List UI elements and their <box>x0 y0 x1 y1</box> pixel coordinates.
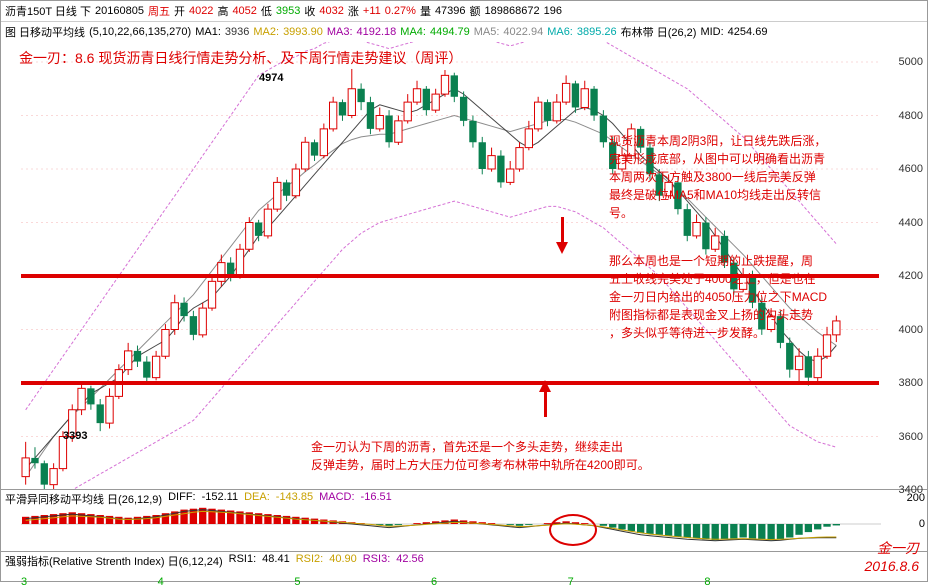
sig-name: 金一刃 <box>865 539 920 557</box>
ma1: 3936 <box>225 26 249 38</box>
close-val: 4032 <box>319 5 343 17</box>
rsi2: 40.90 <box>329 553 357 569</box>
chg-pct: 0.27% <box>385 5 416 17</box>
ma5: 4022.94 <box>503 26 543 38</box>
rsi-panel[interactable]: 强弱指标(Relative Strenth Index) 日(6,12,24) … <box>1 552 927 588</box>
ma3: 4192.18 <box>357 26 397 38</box>
y-axis: 340036003800400042004400460048005000 <box>885 42 925 489</box>
signature: 金一刃 2016.8.6 <box>865 539 920 575</box>
rsi-header: 强弱指标(Relative Strenth Index) 日(6,12,24) … <box>1 552 927 570</box>
macd-y200: 200 <box>907 492 925 504</box>
ma6: 3895.26 <box>577 26 617 38</box>
ma4: 4494.79 <box>430 26 470 38</box>
peak-label: 4974 <box>259 72 283 84</box>
commentary-2: 那么本周也是一个短期的止跌提醒，周 五上收线完美处于4000之上，但是也在 金一… <box>609 252 827 342</box>
commentary-title: 金一刃：8.6 现货沥青日线行情走势分析、及下周行情走势建议（周评） <box>19 48 462 68</box>
rsi1: 48.41 <box>262 553 290 569</box>
ma2: 3993.90 <box>283 26 323 38</box>
sig-date: 2016.8.6 <box>865 557 920 575</box>
chart-header: 沥青150T 日线 下 20160805 周五 开4022 高4052 低395… <box>1 1 927 22</box>
boll-mid: 4254.69 <box>728 26 768 38</box>
main-chart[interactable]: 340036003800400042004400460048005000 金一刃… <box>1 42 927 490</box>
arrow-up-icon <box>539 380 551 392</box>
arrow-down-icon <box>556 242 568 254</box>
date: 20160805 <box>95 5 144 17</box>
resistance-3800 <box>21 381 879 385</box>
weekday: 周五 <box>148 3 170 19</box>
commentary-3: 金一刃认为下周的沥青，首先还是一个多头走势，继续走出 反弹走势，届时上方大压力位… <box>311 438 650 474</box>
month-axis: 345678 <box>1 576 881 588</box>
amt-val: 189868672 <box>485 5 540 17</box>
macd-panel[interactable]: 平滑异同移动平均线 日(26,12,9) DIFF:-152.11 DEA:-1… <box>1 490 927 552</box>
commentary-1: 现货沥青本周2阴3阳，让日线先跌后涨， 完美形成底部，从图中可以明确看出沥青 本… <box>609 132 826 222</box>
ma-header: 图 日移动平均线 (5,10,22,66,135,270) MA1:3936 M… <box>1 22 927 42</box>
low-val: 3953 <box>276 5 300 17</box>
arrow-down-shaft <box>561 217 564 242</box>
high-val: 4052 <box>232 5 256 17</box>
macd-svg <box>1 504 881 550</box>
low-label: 3393 <box>63 430 87 442</box>
symbol: 沥青150T 日线 下 <box>5 3 91 19</box>
open-val: 4022 <box>189 5 213 17</box>
rsi3: 42.56 <box>396 553 424 569</box>
macd-y0: 0 <box>919 518 925 530</box>
arrow-up-shaft <box>544 392 547 417</box>
vol-val: 47396 <box>435 5 466 17</box>
chg-val: +11 <box>363 5 381 17</box>
